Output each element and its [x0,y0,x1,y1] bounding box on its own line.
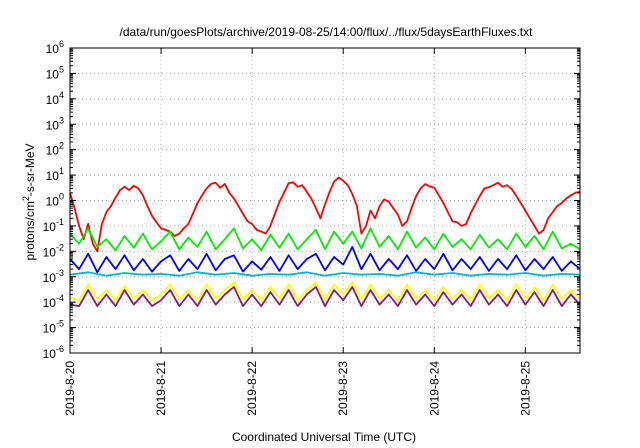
x-tick-label: 2019-8-20 [63,361,77,416]
x-tick-label: 2019-8-23 [336,361,350,416]
y-tick-label: 10-6 [43,344,64,361]
y-tick-label: 10-5 [43,319,64,336]
x-tick-label: 2019-8-21 [154,361,168,416]
x-tick-label: 2019-8-22 [245,361,259,416]
y-tick-label: 101 [46,166,64,183]
plot-frame [69,47,581,354]
series-line-1 [69,176,581,253]
y-tick-label: 10-3 [43,268,64,285]
y-axis-label-suffix: -s-sr-MeV [23,143,37,196]
gridlines [70,48,580,353]
y-tick-label: 105 [46,64,64,81]
series-line-3 [69,246,581,274]
y-tick-label: 10-4 [43,293,64,310]
tick-labels: 10-6 10-5 10-4 10-3 10-2 10-1 100 101 102 103 104 1… [43,39,533,416]
y-tick-label: 106 [46,39,64,56]
series-lines [69,176,581,307]
series-line-4 [69,271,581,277]
x-tick-label: 2019-8-25 [518,361,532,416]
y-tick-label: 104 [46,90,64,107]
series-line-2 [69,227,581,252]
y-tick-label: 100 [46,192,64,209]
y-tick-label: 10-1 [43,217,64,234]
x-tick-label: 2019-8-24 [427,361,441,416]
series-line-6 [69,286,581,307]
chart-title: /data/run/goesPlots/archive/2019-08-25/1… [120,25,534,39]
series-line-5 [69,281,581,302]
axes [69,47,581,354]
y-tick-label: 10-2 [43,242,64,259]
y-axis-label: protons/cm2-s-sr-MeV [21,143,37,260]
y-tick-label: 103 [46,115,64,132]
y-axis-label-prefix: protons/cm [23,201,37,260]
x-axis-label: Coordinated Universal Time (UTC) [232,430,416,444]
y-axis-label-superscript: 2 [21,196,31,201]
y-tick-label: 102 [46,141,64,158]
